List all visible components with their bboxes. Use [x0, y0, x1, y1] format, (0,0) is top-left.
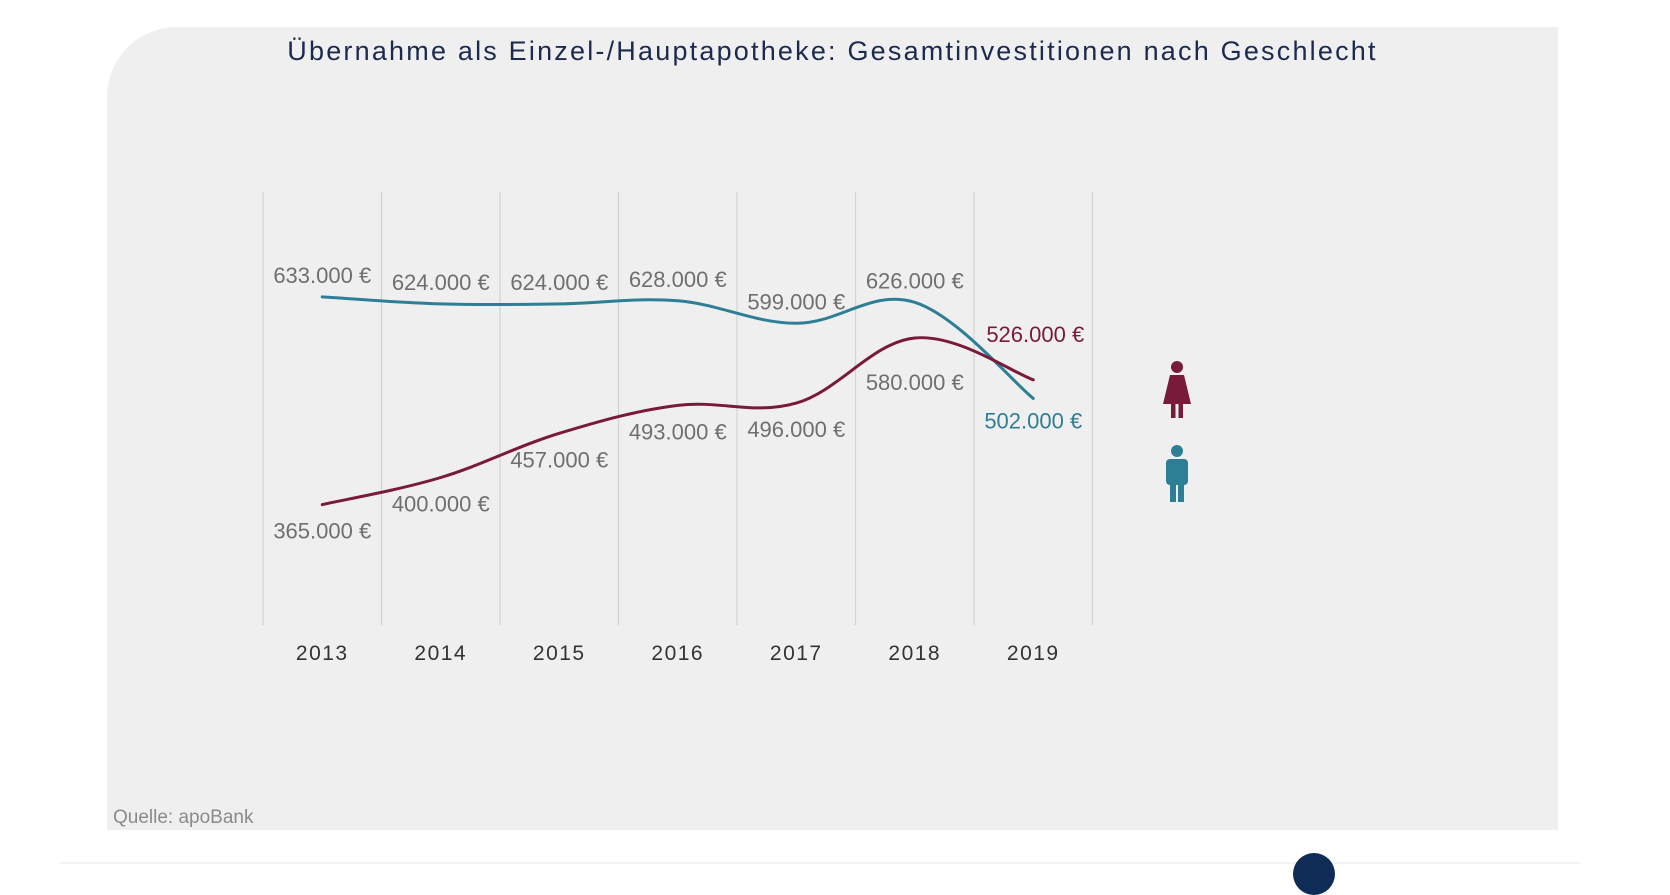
line-chart: 633.000 € 624.000 € 624.000 € 628.000 € 599.… [262, 192, 1191, 665]
data-label: 502.000 € [984, 408, 1082, 433]
data-label: 457.000 € [510, 447, 608, 472]
data-label: 580.000 € [866, 370, 964, 395]
data-label: 493.000 € [629, 419, 727, 444]
source-note: Quelle: apoBank [113, 807, 254, 828]
x-tick-label: 2018 [888, 642, 941, 665]
data-label: 633.000 € [273, 263, 371, 288]
data-label: 526.000 € [986, 322, 1084, 347]
series-line-frauen [320, 336, 1035, 507]
data-label: 624.000 € [510, 270, 608, 295]
data-label: 628.000 € [629, 267, 727, 292]
data-label: 599.000 € [747, 289, 845, 314]
x-tick-label: 2015 [533, 642, 586, 665]
data-label: 626.000 € [866, 268, 964, 293]
data-label: 400.000 € [392, 492, 490, 517]
brand-badge-icon [1293, 853, 1335, 895]
female-icon [1163, 361, 1191, 418]
x-tick-label: 2019 [1007, 642, 1060, 665]
male-icon [1166, 445, 1188, 502]
x-tick-label: 2013 [296, 642, 349, 665]
data-labels: 633.000 € 624.000 € 624.000 € 628.000 € 599.… [273, 263, 1084, 544]
series-lines [320, 295, 1035, 507]
chart-card: Übernahme als Einzel-/Hauptapotheke: Ges… [107, 27, 1558, 830]
grid-lines [262, 192, 1094, 625]
legend [1163, 361, 1191, 502]
x-axis-ticks: 2013 2014 2015 2016 2017 2018 2019 [296, 642, 1060, 665]
x-tick-label: 2017 [770, 642, 823, 665]
data-label: 496.000 € [747, 417, 845, 442]
x-tick-label: 2014 [414, 642, 467, 665]
x-tick-label: 2016 [651, 642, 704, 665]
divider [60, 862, 1580, 864]
data-label: 365.000 € [273, 519, 371, 544]
series-line-maenner [320, 295, 1035, 400]
chart-title: Übernahme als Einzel-/Hauptapotheke: Ges… [287, 36, 1378, 66]
data-label: 624.000 € [392, 270, 490, 295]
